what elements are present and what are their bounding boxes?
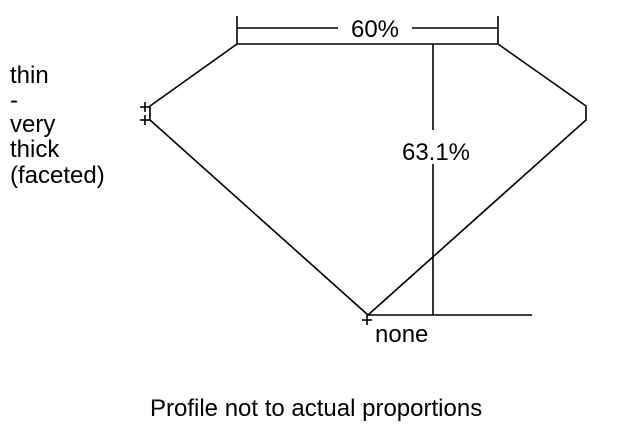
girdle-label-line: (faceted) [10,162,105,189]
depth-dimension: 63.1% [368,44,532,316]
depth-percent-label: 63.1% [402,139,470,166]
table-dimension: 60% [236,16,499,44]
girdle-label: thin - very thick (faceted) [10,62,105,189]
caption: Profile not to actual proportions [150,395,482,422]
gem-outline [140,43,587,325]
girdle-label-line: thick [10,136,60,163]
profile-outline [149,43,587,317]
culet-label: none [375,321,428,348]
girdle-label-line: very [10,111,55,138]
girdle-label-line: thin [10,62,49,89]
table-percent-label: 60% [351,16,399,43]
girdle-label-line: - [10,87,18,114]
